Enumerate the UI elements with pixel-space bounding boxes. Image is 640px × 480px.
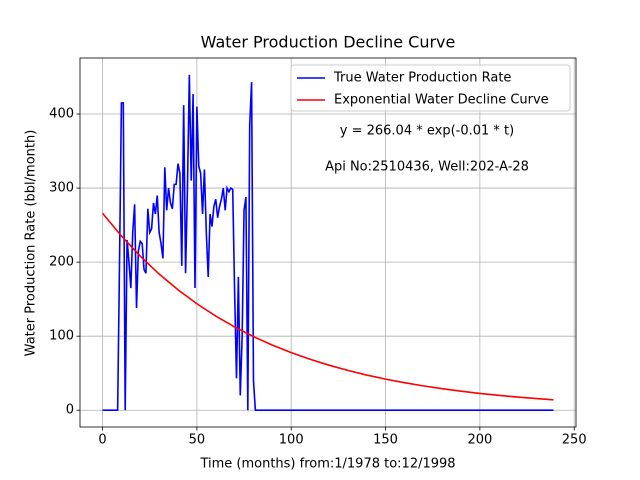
y-tick-label: 100 [49, 329, 74, 344]
x-tick-label: 0 [98, 433, 106, 448]
y-axis-label: Water Production Rate (bbl/month) [24, 130, 39, 357]
data-line [101, 212, 554, 401]
data-line [102, 74, 554, 412]
x-tick-label: 50 [189, 433, 206, 448]
legend-label: Exponential Water Decline Curve [334, 93, 549, 108]
y-tick-label: 0 [66, 403, 74, 418]
y-tick-label: 300 [49, 181, 74, 196]
chart-title: Water Production Decline Curve [201, 33, 456, 52]
annotation: Api No:2510436, Well:202-A-28 [325, 160, 529, 175]
axes-frame [79, 57, 577, 428]
x-tick-label: 200 [467, 433, 492, 448]
x-tick-label: 250 [562, 433, 587, 448]
x-tick-label: 100 [279, 433, 304, 448]
y-tick-label: 200 [49, 255, 74, 270]
x-axis-label: Time (months) from:1/1978 to:12/1998 [199, 457, 455, 472]
legend-box [290, 64, 571, 112]
annotation: y = 266.04 * exp(-0.01 * t) [340, 124, 514, 139]
x-tick-label: 150 [373, 433, 398, 448]
y-tick-label: 400 [49, 107, 74, 122]
legend-label: True Water Production Rate [333, 71, 511, 86]
